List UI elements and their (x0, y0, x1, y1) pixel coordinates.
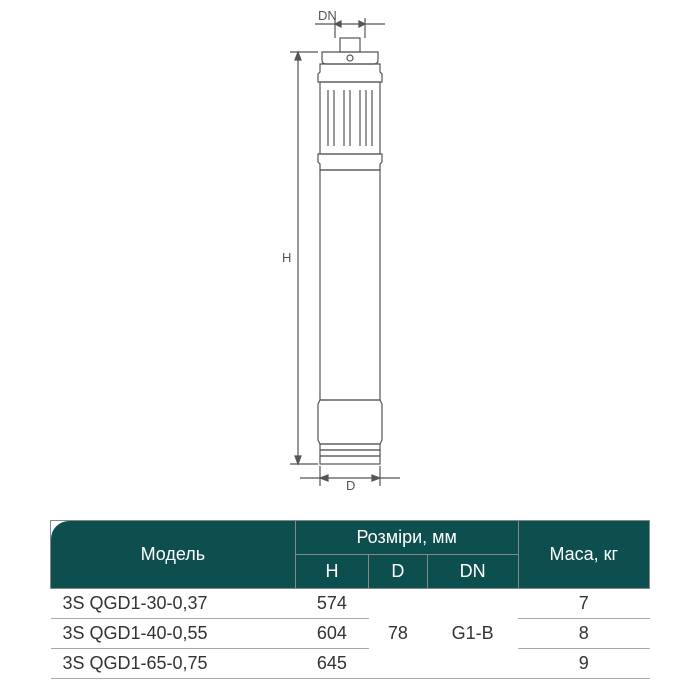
col-dn: DN (427, 555, 518, 589)
col-h: H (295, 555, 368, 589)
d-label: D (346, 478, 355, 490)
table-row: 3S QGD1-40-0,55 604 8 (51, 619, 650, 649)
spec-table-container: Модель Розміри, мм Маса, кг H D DN 3S QG… (50, 520, 650, 679)
table-row: 3S QGD1-65-0,75 645 9 (51, 649, 650, 679)
cell-model: 3S QGD1-65-0,75 (51, 649, 296, 679)
col-dims: Розміри, мм (295, 521, 518, 555)
dn-label: DN (318, 10, 337, 23)
pump-svg: DN (220, 10, 480, 490)
cell-model: 3S QGD1-30-0,37 (51, 589, 296, 619)
col-model: Модель (51, 521, 296, 589)
cell-mass: 8 (518, 619, 649, 649)
cell-mass: 9 (518, 649, 649, 679)
cell-mass: 7 (518, 589, 649, 619)
col-mass: Маса, кг (518, 521, 649, 589)
cell-dn: G1-B (427, 589, 518, 679)
cell-d: 78 (369, 589, 428, 679)
spec-table: Модель Розміри, мм Маса, кг H D DN 3S QG… (50, 520, 650, 679)
cell-model: 3S QGD1-40-0,55 (51, 619, 296, 649)
cell-h: 645 (295, 649, 368, 679)
col-d: D (369, 555, 428, 589)
pump-diagram: DN (0, 0, 700, 500)
cell-h: 574 (295, 589, 368, 619)
h-label: H (282, 250, 291, 265)
table-row: 3S QGD1-30-0,37 574 78 G1-B 7 (51, 589, 650, 619)
cell-h: 604 (295, 619, 368, 649)
